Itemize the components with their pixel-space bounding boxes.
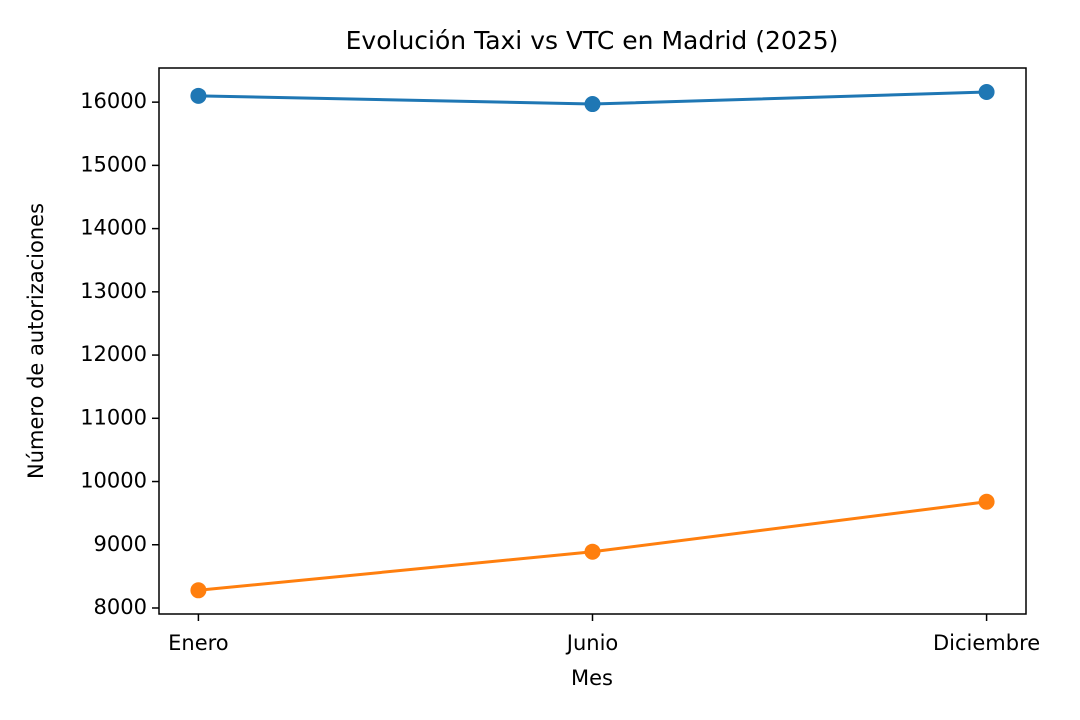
x-tick-label: Junio [565, 631, 619, 655]
x-tick-label: Diciembre [933, 631, 1040, 655]
data-point [978, 84, 995, 101]
y-tick-label: 10000 [80, 469, 147, 493]
y-tick-label: 16000 [80, 89, 147, 113]
chart-title: Evolución Taxi vs VTC en Madrid (2025) [346, 26, 839, 55]
y-tick-label: 9000 [94, 532, 147, 556]
y-tick-label: 15000 [80, 152, 147, 176]
y-tick-label: 8000 [94, 595, 147, 619]
x-tick-label: Enero [168, 631, 229, 655]
data-point [978, 493, 995, 510]
data-point [190, 582, 207, 599]
x-axis-label: Mes [571, 666, 613, 690]
y-axis-label: Número de autorizaciones [24, 203, 48, 479]
data-point [190, 87, 207, 104]
y-tick-label: 11000 [80, 405, 147, 429]
y-tick-label: 12000 [80, 342, 147, 366]
y-tick-label: 13000 [80, 279, 147, 303]
plot-frame [158, 67, 1027, 615]
data-point [584, 543, 601, 560]
y-tick-label: 14000 [80, 216, 147, 240]
data-point [584, 96, 601, 113]
